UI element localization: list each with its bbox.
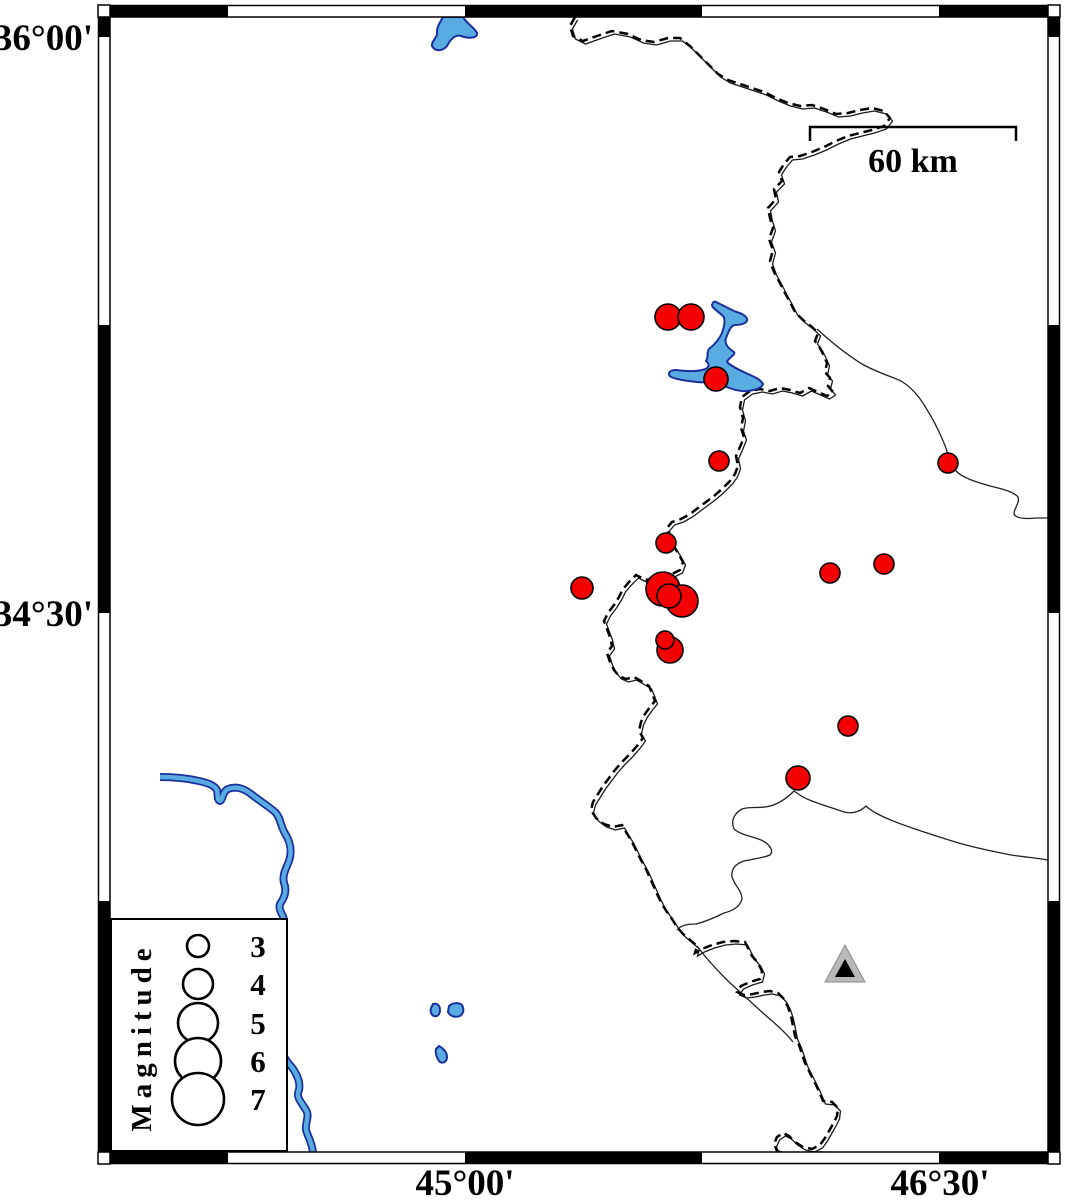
legend-label-m5: 5 [250,1006,266,1041]
country-border-dashed-line [568,17,892,1152]
earthquake-marker [837,715,859,737]
legend-circle-m4 [181,967,215,1001]
axis-annotations: 36°00' 34°30' 45°00' 46°30' [0,18,990,1202]
water-features [429,17,765,1064]
earthquake-marker [655,532,677,554]
earthquake-marker [819,562,841,584]
river-line-south-diagonal [696,945,794,1043]
earthquake-marker [655,630,675,650]
legend-entries: 34 567 [170,929,266,1127]
legend-label-m6: 6 [250,1044,266,1079]
earthquake-marker [785,765,811,791]
earthquake-marker [937,452,959,474]
map-plot-area: 60 km Magnitude 34 567 [110,17,1048,1152]
legend-label-m4: 4 [250,967,266,1002]
lat-label-34-30: 34°30' [0,594,93,635]
earthquake-marker [570,576,594,600]
lat-label-36-00: 36°00' [0,18,93,59]
earthquake-markers [570,303,959,791]
lon-label-46-30: 46°30' [890,1163,989,1202]
legend-circle-m7 [170,1071,226,1127]
station-triangle-icon [824,943,866,983]
legend-label-m7: 7 [250,1082,266,1117]
river-north [430,17,479,52]
legend-label-m3: 3 [250,929,266,964]
pond-small-2 [446,1002,465,1018]
river-line-southeast [676,790,1048,931]
legend-title: Magnitude [126,942,158,1131]
pond-small-3 [434,1044,449,1064]
magnitude-legend: Magnitude 34 567 [110,918,288,1152]
legend-circle-m3 [185,933,211,959]
lon-label-45-00: 45°00' [415,1163,514,1202]
scale-bar-label: 60 km [868,143,958,180]
country-border-solid-line [571,19,894,1152]
earthquake-marker [708,450,730,472]
earthquake-marker [677,303,705,331]
pond-small-1 [429,1002,442,1018]
river-line-northeast [816,328,1048,520]
map-frame [97,4,1061,1165]
earthquake-marker [873,553,895,575]
scale-bar: 60 km [808,125,1018,180]
earthquake-marker [703,366,729,392]
earthquake-marker [656,583,682,609]
earthquake-marker [654,303,682,331]
